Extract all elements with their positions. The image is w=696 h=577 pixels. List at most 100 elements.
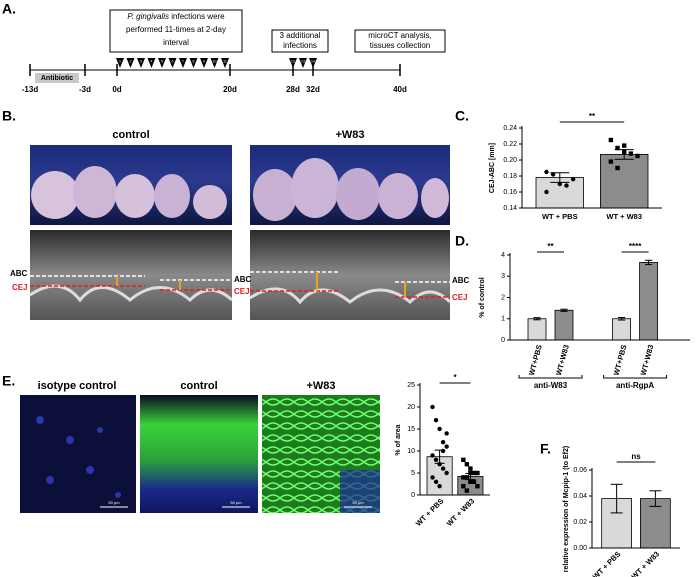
marker-label: 13 [301, 59, 305, 63]
infection-marker [210, 58, 219, 68]
image-title: control [112, 129, 149, 141]
data-point [444, 470, 449, 476]
marker-label: 10 [213, 59, 217, 63]
data-point [437, 462, 442, 467]
bar [639, 262, 658, 341]
x-tick-label: WT + PBS [542, 212, 578, 221]
infection-marker [189, 58, 198, 68]
infection-box [109, 9, 243, 53]
x-tick-label: WT+W83 [554, 344, 571, 377]
y-tick-label: 0.02 [573, 519, 587, 526]
image-title: +W83 [306, 380, 335, 392]
marker-label: 7 [182, 59, 184, 63]
data-point [468, 470, 473, 476]
x-tick-label: WT + W83 [445, 496, 477, 528]
y-tick-label: 20 [407, 404, 415, 411]
marker-label: 8 [193, 59, 195, 63]
day-label: -13d [22, 85, 39, 94]
antibiotic-label: Antibiotic [41, 75, 73, 82]
data-point [461, 484, 466, 489]
species: P. gingivalis [127, 12, 169, 21]
data-point [468, 466, 473, 471]
infection-marker [179, 58, 187, 68]
day-label: 32d [306, 85, 320, 94]
significance-label: **** [629, 242, 642, 251]
data-point [557, 181, 562, 187]
additional-box [271, 29, 329, 53]
data-point [444, 444, 449, 449]
data-point [430, 475, 435, 480]
group-label: anti-W83 [534, 381, 568, 390]
group-bracket [518, 375, 583, 379]
bar [600, 153, 649, 209]
panel-label: E. [2, 373, 15, 389]
marker-label: 6 [172, 59, 174, 63]
timeline: Antibiotic P. gingivalis infections were… [30, 9, 446, 83]
infection-marker [126, 58, 135, 68]
data-point [471, 479, 477, 484]
marker-label: 9 [203, 59, 205, 63]
y-tick-label: 15 [407, 426, 415, 433]
y-tick-label: 5 [411, 470, 415, 477]
day-label: 0d [112, 85, 121, 94]
marker-label: 3 [140, 59, 142, 63]
analysis-box [354, 29, 446, 53]
y-tick-label: 10 [407, 448, 415, 455]
x-tick-label: WT + W83 [630, 549, 662, 577]
x-tick-label: WT + PBS [591, 549, 623, 577]
y-tick-label: 0.06 [573, 467, 587, 474]
bar [554, 309, 574, 341]
infection-marker [137, 58, 145, 68]
data-point [628, 151, 634, 156]
marker-label: 11 [223, 59, 227, 63]
panel-label: A. [2, 1, 16, 17]
cej-label: CEJ [234, 287, 250, 296]
panel-label: B. [2, 108, 16, 124]
data-point [464, 488, 470, 493]
data-point [622, 143, 627, 148]
y-tick-label: 2 [501, 294, 505, 301]
cej-label: CEJ [12, 283, 28, 292]
bar [527, 318, 547, 341]
y-tick-label: 1 [501, 316, 505, 323]
data-point [471, 470, 477, 476]
y-tick-label: 0.14 [503, 205, 517, 212]
box-text: 3 additional [280, 31, 321, 40]
data-point [564, 183, 569, 188]
bar [612, 318, 631, 341]
panel-label: D. [455, 233, 469, 249]
scale-bar-label: 50 µm [108, 500, 120, 505]
box-text: infections [283, 41, 317, 50]
infection-marker [200, 58, 208, 68]
data-point [468, 479, 473, 484]
infection-marker [116, 58, 124, 68]
image-title: +W83 [335, 129, 364, 141]
scale-bar-label: 50 µm [230, 500, 242, 505]
infection-marker [289, 58, 297, 68]
abc-label: ABC [10, 269, 28, 278]
x-tick-label: WT+PBS [527, 344, 544, 377]
data-point [622, 149, 627, 155]
data-point [544, 189, 549, 195]
box-text: infections were [171, 12, 225, 21]
data-point [433, 418, 439, 423]
y-tick-label: 0.16 [503, 189, 517, 196]
marker-label: 2 [130, 59, 132, 63]
y-tick-label: 0 [501, 337, 505, 344]
data-point [544, 169, 549, 175]
data-point [475, 484, 480, 489]
x-tick-label: WT + PBS [414, 496, 446, 528]
data-point [475, 470, 480, 476]
y-tick-label: 25 [407, 382, 415, 389]
x-tick-label: WT + W83 [606, 212, 642, 221]
data-point [440, 466, 446, 471]
data-point [430, 453, 435, 458]
day-label: 40d [393, 85, 407, 94]
antibiotic-bar [35, 73, 79, 83]
day-label: 20d [223, 85, 237, 94]
data-point [464, 462, 470, 467]
abc-label: ABC [234, 275, 252, 284]
y-tick-label: 0 [411, 492, 415, 499]
